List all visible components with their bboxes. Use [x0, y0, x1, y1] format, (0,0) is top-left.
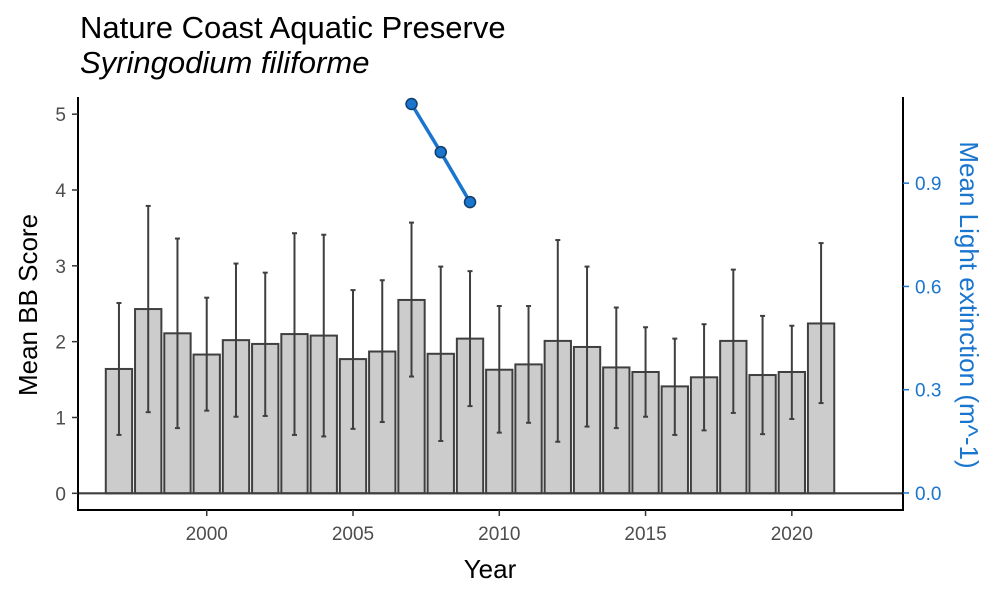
errorbar-2014	[613, 306, 619, 430]
chart-title: Nature Coast Aquatic Preserve	[80, 10, 506, 45]
errorbar-2013	[584, 265, 590, 428]
x-tick-label-2010: 2010	[478, 524, 520, 545]
light-extinction-point-2007	[405, 97, 418, 111]
bar-2017	[689, 376, 719, 495]
y2-tick-label-0: 0.0	[915, 484, 941, 505]
errorbar-2005	[350, 289, 356, 430]
x-tick-label-2015: 2015	[624, 524, 666, 545]
y-tick-label-1: 1	[55, 408, 66, 429]
bar-2021	[806, 322, 836, 495]
light-extinction-point-2008	[434, 145, 448, 159]
errorbar-2012	[555, 239, 561, 443]
errorbar-2007	[409, 221, 415, 378]
y-tick-label-0: 0	[55, 484, 66, 505]
y2-tick-label-1: 0.3	[915, 381, 941, 402]
y2-tick-label-3: 0.9	[915, 174, 941, 195]
light-extinction-point-2009	[463, 195, 477, 209]
y2-axis-label: Mean Light extinction (m^-1)	[954, 141, 984, 468]
errorbar-2006	[379, 279, 385, 424]
errorbar-2021	[818, 242, 824, 405]
errorbar-2020	[789, 324, 795, 421]
chart-subtitle: Syringodium filiforme	[80, 45, 370, 80]
errorbar-2009	[467, 270, 473, 408]
y-tick-label-3: 3	[55, 257, 66, 278]
errorbar-2008	[438, 265, 444, 442]
errorbar-2003	[291, 232, 297, 436]
errorbar-1997	[116, 301, 122, 436]
y-tick-label-5: 5	[55, 105, 66, 126]
x-axis-label: Year	[464, 554, 517, 584]
errorbar-2002	[262, 271, 268, 417]
errorbar-2015	[643, 326, 649, 418]
errorbar-2016	[672, 337, 678, 436]
errorbar-2001	[233, 262, 239, 418]
y2-axis-ticks: 0.0 0.3 0.6 0.9	[903, 174, 941, 505]
y-axis-label: Mean BB Score	[13, 214, 43, 396]
errorbar-2018	[730, 268, 736, 414]
y-tick-label-2: 2	[55, 333, 66, 354]
errorbars-layer	[116, 204, 824, 443]
errorbar-2000	[204, 296, 210, 412]
y-tick-label-4: 4	[55, 181, 66, 202]
x-tick-label-2000: 2000	[186, 524, 228, 545]
errorbar-1998	[145, 204, 151, 414]
errorbar-2010	[496, 305, 502, 434]
errorbar-2004	[321, 233, 327, 438]
errorbar-1999	[174, 237, 180, 430]
errorbar-2011	[526, 305, 532, 424]
x-tick-label-2020: 2020	[771, 524, 813, 545]
y-axis-ticks: 0 1 2 3 4 5	[55, 105, 78, 505]
light-extinction-layer	[405, 97, 477, 209]
y2-tick-label-2: 0.6	[915, 277, 941, 298]
x-tick-label-2005: 2005	[332, 524, 374, 545]
x-axis-ticks: 2000 2005 2010 2015 2020	[186, 510, 813, 545]
errorbar-2019	[760, 314, 766, 436]
errorbar-2017	[701, 323, 707, 432]
